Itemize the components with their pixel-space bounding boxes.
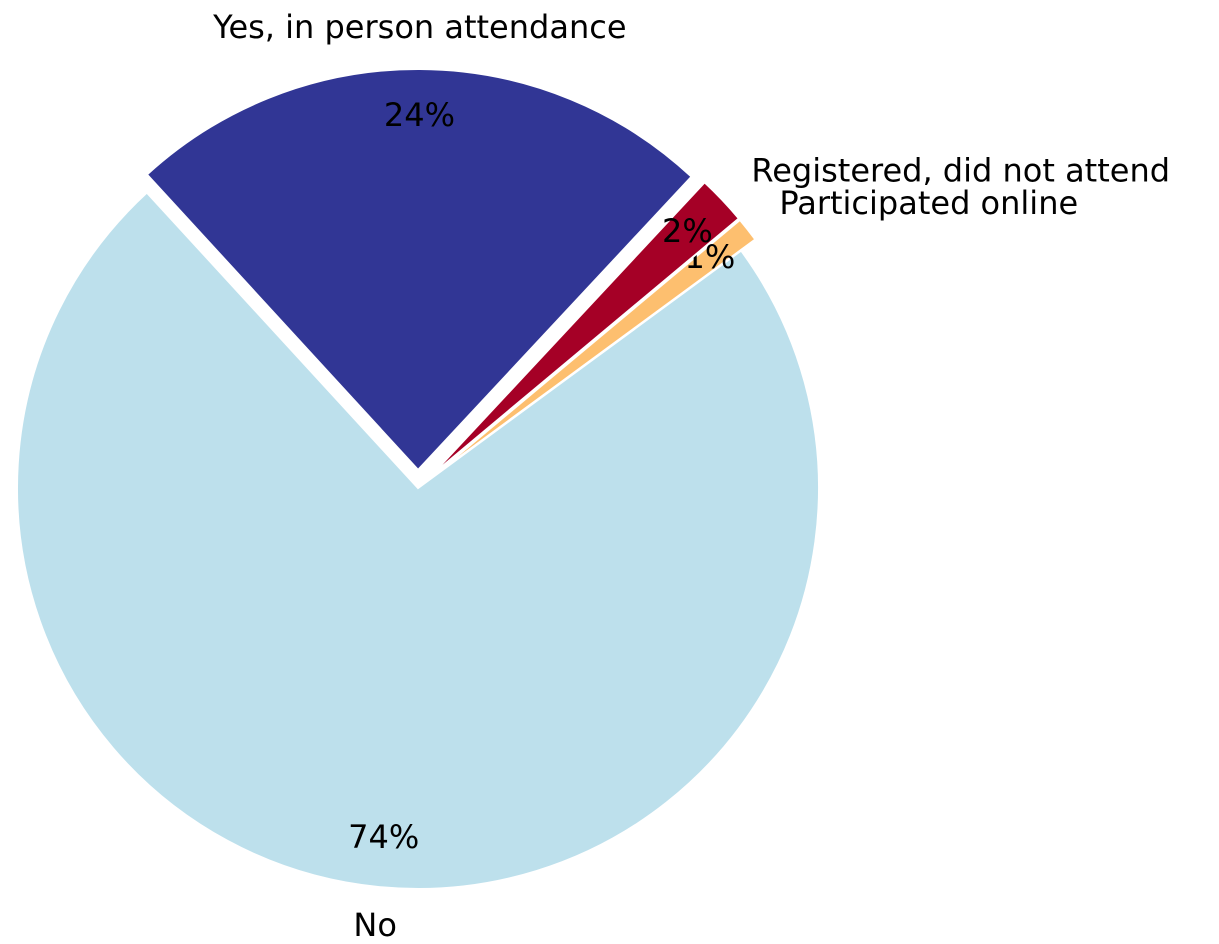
percent-label: 2% bbox=[662, 212, 713, 250]
pie-slice bbox=[430, 180, 741, 477]
pie-slice bbox=[16, 191, 820, 890]
pie-slice bbox=[145, 67, 693, 472]
slice-label: No bbox=[353, 906, 397, 944]
slice-label: Participated online bbox=[779, 184, 1078, 222]
slice-label: Registered, did not attend bbox=[751, 151, 1170, 189]
percent-label: 24% bbox=[384, 96, 455, 134]
pie-slice bbox=[431, 218, 757, 478]
percent-label: 74% bbox=[348, 818, 419, 856]
slice-label: Yes, in person attendance bbox=[212, 8, 626, 46]
